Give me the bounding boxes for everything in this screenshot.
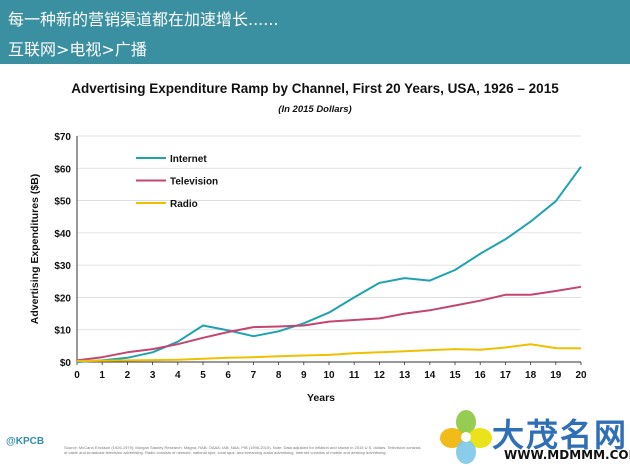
grid <box>76 135 582 365</box>
x-tick-label: 10 <box>323 370 335 381</box>
x-tick-label: 16 <box>475 370 487 381</box>
series-line-television <box>76 285 582 362</box>
legend-label: Internet <box>170 154 207 165</box>
y-tick-label: $60 <box>54 164 71 175</box>
y-axis-label: Advertising Expenditures ($B) <box>29 174 41 325</box>
clover-logo-icon <box>440 410 492 464</box>
kpcb-logo: @KPCB <box>6 436 45 447</box>
slide-title-line1: 每一种新的营销渠道都在加速增长...... <box>8 10 279 29</box>
x-tick-labels: 0 1 2 3 4 5 6 7 8 9 10 11 12 13 14 15 16 17 18 19 20 <box>74 370 587 381</box>
x-tick-label: 0 <box>74 370 80 381</box>
x-tick-label: 1 <box>99 370 105 381</box>
series-line-internet <box>76 166 582 363</box>
x-tick-label: 20 <box>575 370 587 381</box>
chart-title: Advertising Expenditure Ramp by Channel,… <box>71 81 559 96</box>
legend-label: Radio <box>170 199 198 210</box>
y-tick-labels: $0 $10 $20 $30 $40 $50 $60 $70 <box>54 132 71 369</box>
chart-subtitle: (In 2015 Dollars) <box>278 104 351 115</box>
y-tick-label: $40 <box>54 229 71 240</box>
x-tick-label: 6 <box>225 370 231 381</box>
x-tick-label: 19 <box>550 370 562 381</box>
x-tick-label: 5 <box>200 370 206 381</box>
x-axis-label: Years <box>307 392 335 404</box>
x-tick-label: 3 <box>150 370 156 381</box>
y-tick-label: $50 <box>54 197 71 208</box>
series-line-radio <box>76 343 582 362</box>
watermark-text: 大茂名网 <box>492 416 629 454</box>
watermark-url: WWW.MDMMM.COM <box>504 448 630 462</box>
x-tick-label: 2 <box>125 370 131 381</box>
x-tick-label: 11 <box>349 370 360 381</box>
source-note: Source: McCann Erickson (1926-1979); Mor… <box>64 445 421 455</box>
y-tick-label: $0 <box>60 358 72 369</box>
x-tick-label: 14 <box>424 370 436 381</box>
y-tick-label: $10 <box>54 326 71 337</box>
x-tick-label: 9 <box>301 370 307 381</box>
slide-header: 每一种新的营销渠道都在加速增长...... 互联网>电视>广播 <box>0 0 630 64</box>
x-tick-label: 8 <box>276 370 282 381</box>
slide-title-line2: 互联网>电视>广播 <box>8 40 147 59</box>
x-tick-label: 13 <box>399 370 411 381</box>
series-lines <box>76 166 582 363</box>
x-tick-label: 12 <box>374 370 386 381</box>
y-tick-label: $70 <box>54 132 71 143</box>
x-tick-label: 7 <box>251 370 257 381</box>
y-tick-label: $30 <box>54 261 71 272</box>
x-tick-label: 18 <box>525 370 537 381</box>
line-chart: Advertising Expenditure Ramp by Channel,… <box>29 81 587 404</box>
y-tick-label: $20 <box>54 293 71 304</box>
x-tick-label: 15 <box>449 370 461 381</box>
x-tick-label: 4 <box>175 370 181 381</box>
legend: Internet Television Radio <box>136 154 218 210</box>
x-tick-label: 17 <box>500 370 512 381</box>
watermark: 大茂名网 WWW.MDMMM.COM <box>440 404 630 472</box>
legend-label: Television <box>170 177 218 188</box>
